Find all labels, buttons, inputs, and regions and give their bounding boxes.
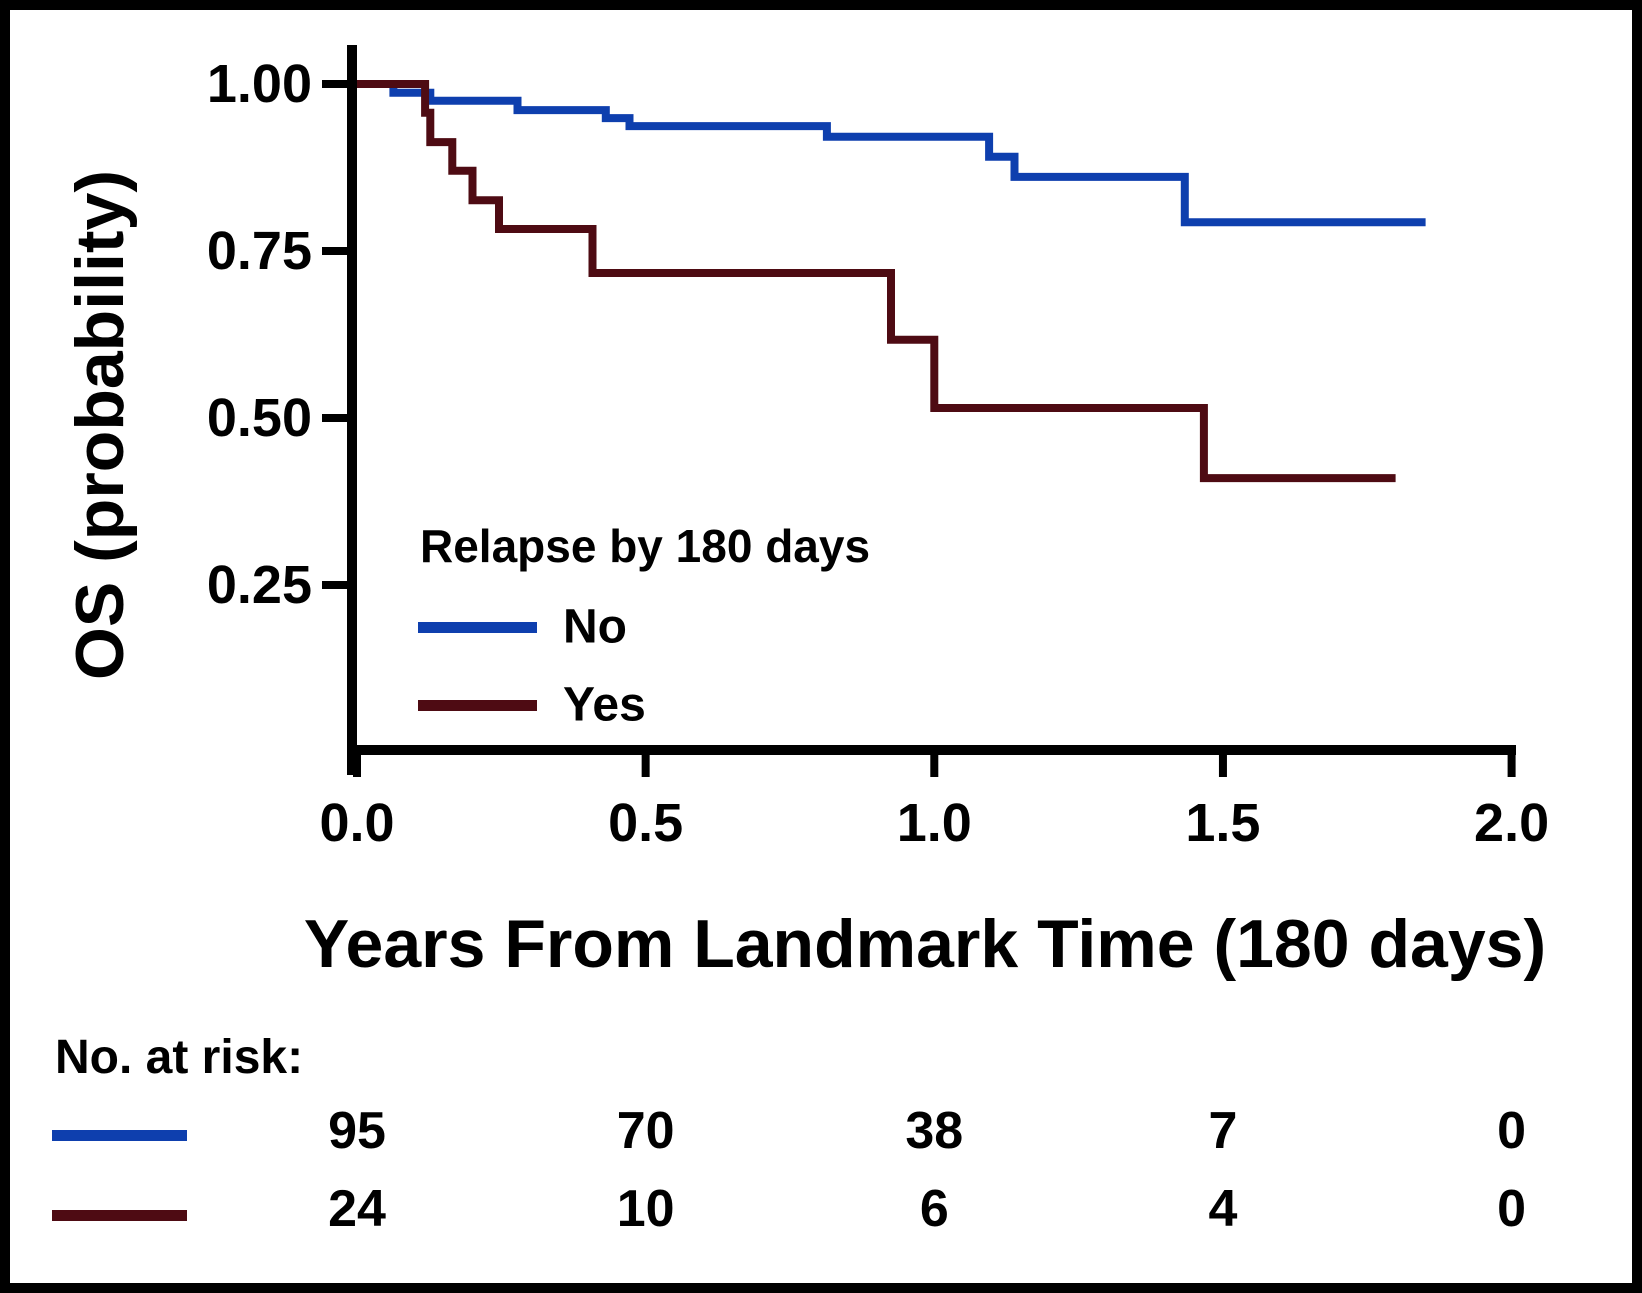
risk-count: 7 — [1208, 1102, 1238, 1161]
risk-swatch-no — [52, 1130, 187, 1141]
risk-count: 4 — [1208, 1180, 1238, 1239]
y-tick-label: 0.25 — [206, 554, 312, 615]
y-tick-label: 1.00 — [206, 53, 312, 114]
risk-count: 10 — [616, 1180, 675, 1239]
y-tick-label: 0.50 — [206, 387, 312, 448]
x-tick-label: 1.5 — [1185, 793, 1261, 853]
km-curve-yes — [357, 80, 1396, 483]
legend-label-no: No — [563, 600, 627, 654]
risk-table-label: No. at risk: — [55, 1031, 304, 1084]
legend-swatch-yes — [418, 700, 537, 711]
legend-swatch-no — [418, 622, 537, 633]
risk-count: 95 — [328, 1102, 386, 1161]
y-tick-label: 0.75 — [206, 220, 312, 281]
legend-label-yes: Yes — [563, 678, 646, 732]
risk-count: 0 — [1497, 1102, 1527, 1161]
x-tick-label: 2.0 — [1474, 793, 1550, 853]
risk-count: 24 — [328, 1180, 386, 1239]
risk-count: 0 — [1497, 1180, 1527, 1239]
km-curve-no — [357, 80, 1426, 227]
risk-count: 70 — [616, 1102, 675, 1161]
risk-swatch-yes — [52, 1210, 187, 1221]
risk-count: 38 — [905, 1102, 964, 1161]
x-tick-label: 1.0 — [896, 793, 972, 853]
legend-title: Relapse by 180 days — [420, 520, 871, 572]
x-axis-title: Years From Landmark Time (180 days) — [303, 906, 1547, 982]
x-tick-label: 0.0 — [319, 793, 395, 853]
y-axis-title: OS (probability) — [61, 170, 138, 680]
risk-count: 6 — [919, 1180, 949, 1239]
x-tick-label: 0.5 — [608, 793, 684, 853]
